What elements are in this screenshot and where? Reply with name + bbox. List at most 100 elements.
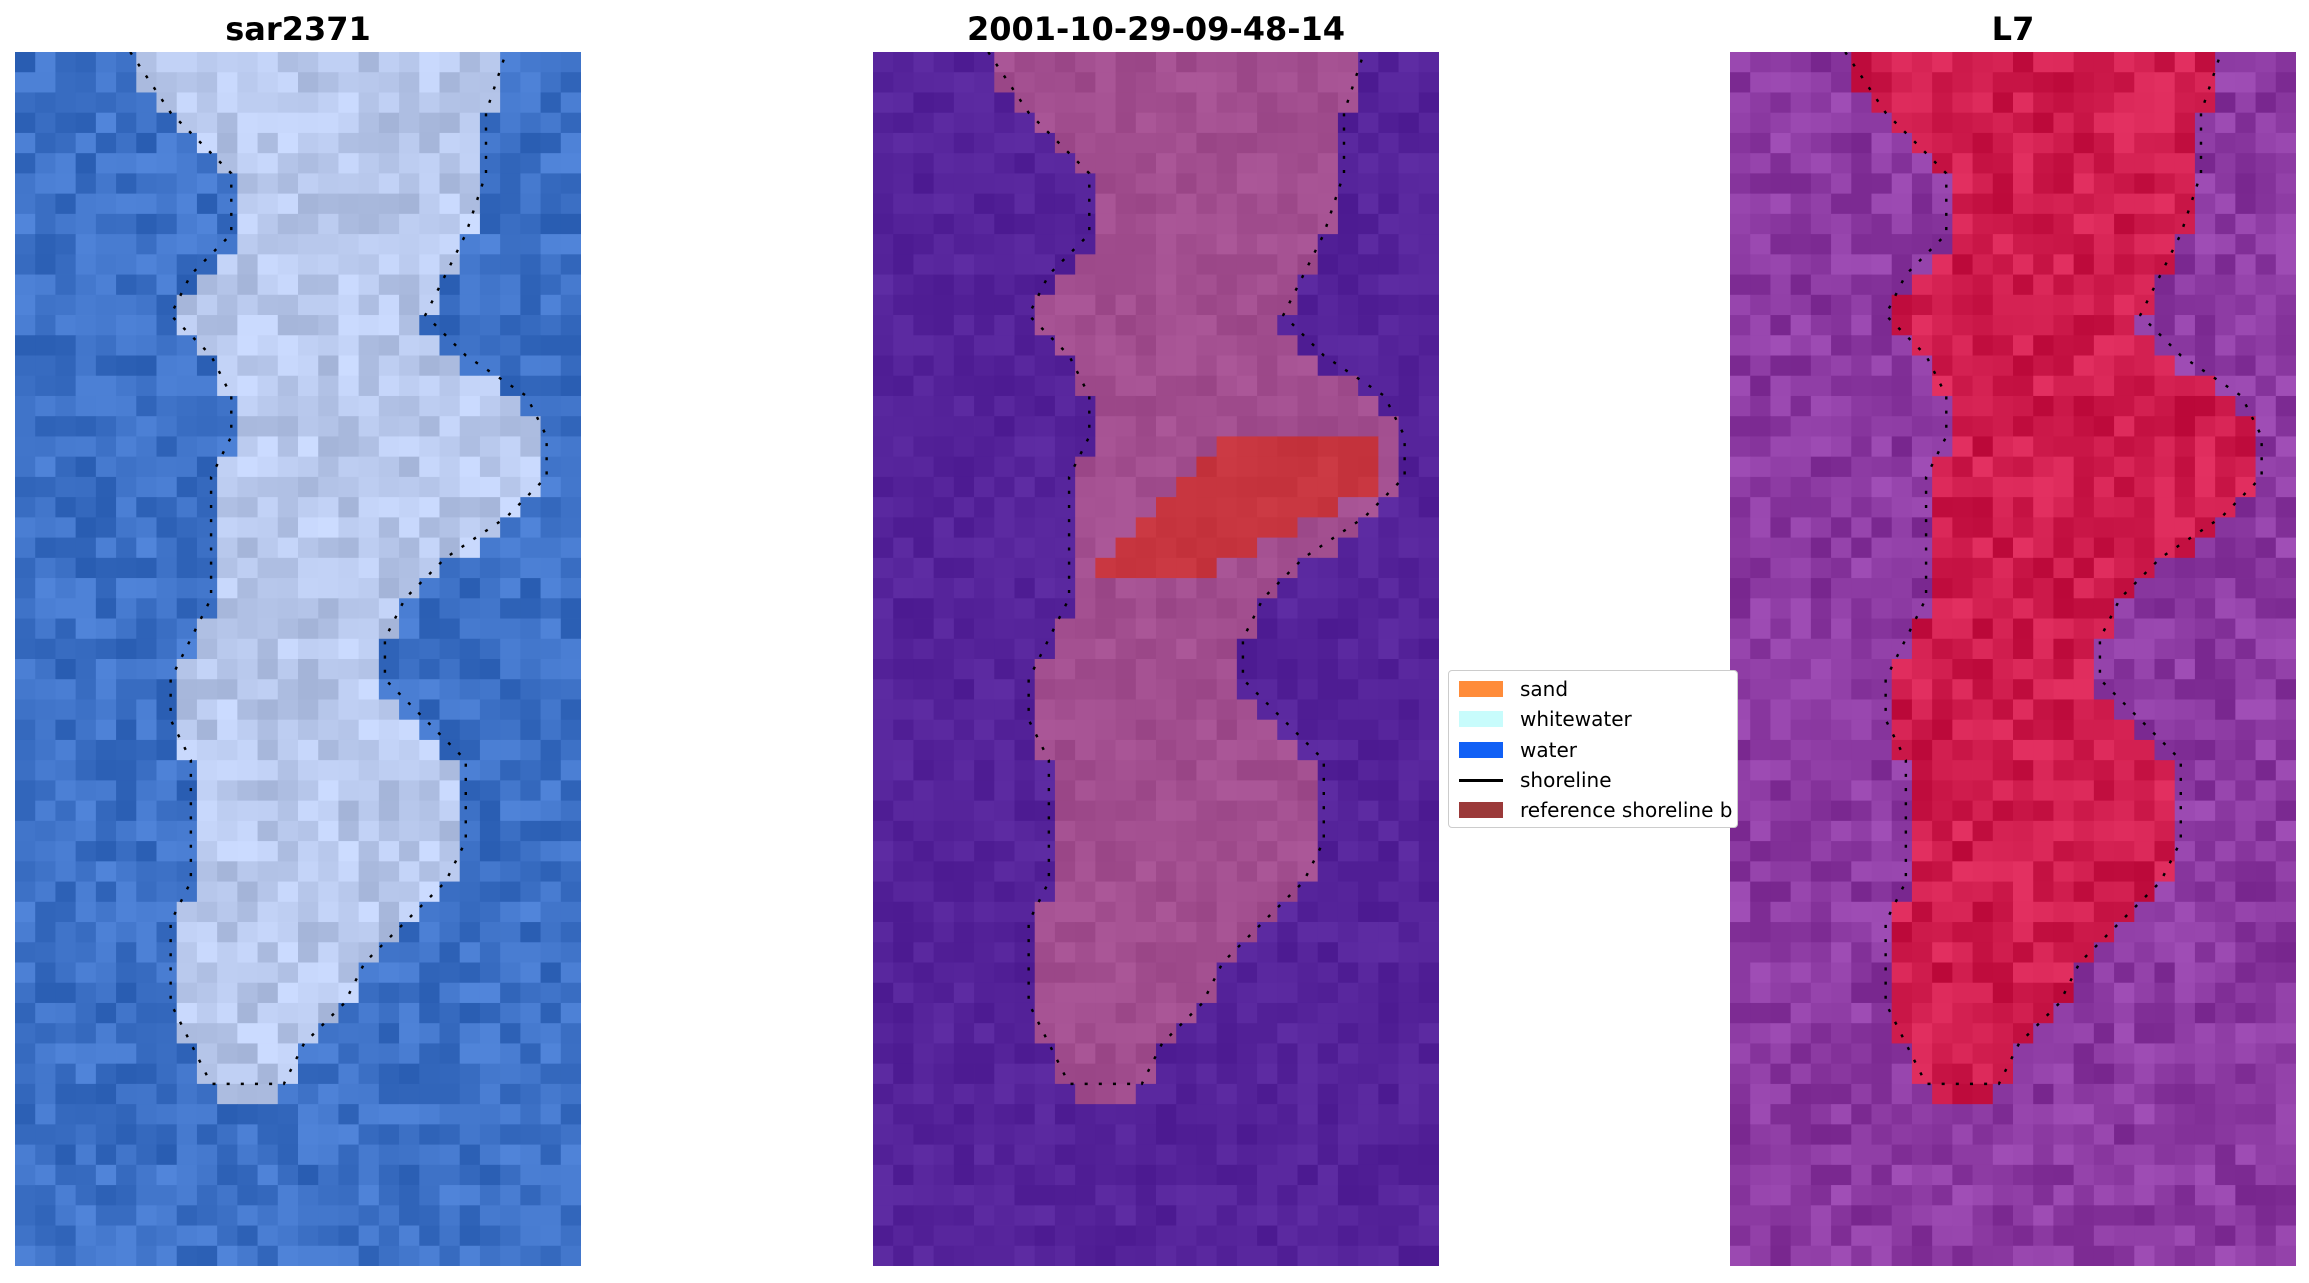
rgb-pixel (560, 1002, 581, 1024)
classified-pixel (1034, 1002, 1056, 1024)
classified-pixel (953, 193, 975, 215)
classified-pixel (1115, 638, 1137, 660)
ndwi-pixel (1952, 598, 1973, 619)
ndwi-pixel (1992, 1063, 2014, 1085)
rgb-pixel (338, 1104, 360, 1125)
classified-pixel (1054, 1225, 1076, 1247)
ndwi-pixel (2134, 132, 2155, 154)
ndwi-pixel (2275, 820, 2296, 842)
rgb-pixel (75, 1185, 97, 1206)
ndwi-pixel (1911, 1164, 1933, 1186)
rgb-pixel (479, 1164, 501, 1186)
rgb-pixel (217, 598, 238, 619)
classified-pixel (873, 557, 894, 579)
classified-pixel (994, 92, 1015, 114)
rgb-pixel (257, 1002, 279, 1024)
rgb-pixel (257, 335, 279, 356)
rgb-pixel (419, 881, 440, 903)
ndwi-pixel (2235, 456, 2256, 478)
classified-pixel (953, 638, 975, 660)
rgb-pixel (298, 92, 319, 114)
ndwi-pixel (1790, 820, 1812, 842)
classified-pixel (1135, 1205, 1157, 1226)
ndwi-pixel (1790, 395, 1812, 417)
classified-pixel (1216, 436, 1238, 458)
ndwi-pixel (1932, 1043, 1953, 1065)
classified-pixel (1095, 820, 1116, 842)
ndwi-pixel (2215, 173, 2236, 195)
ndwi-pixel (1851, 1124, 1872, 1146)
ndwi-pixel (2033, 335, 2054, 356)
rgb-pixel (318, 315, 339, 336)
classified-pixel (1358, 962, 1379, 984)
ndwi-pixel (1831, 375, 1852, 397)
ndwi-pixel (1952, 112, 1973, 134)
ndwi-pixel (1750, 1164, 1771, 1186)
ndwi-pixel (1972, 881, 1994, 903)
ndwi-pixel (2073, 112, 2095, 134)
classified-pixel (1135, 578, 1157, 599)
rgb-pixel (35, 497, 56, 518)
classified-pixel (1378, 800, 1399, 822)
rgb-pixel (196, 254, 218, 275)
classified-pixel (1075, 274, 1096, 296)
classified-pixel (1257, 456, 1278, 478)
rgb-pixel (378, 92, 400, 114)
rgb-pixel (399, 234, 420, 255)
rgb-pixel (540, 1225, 562, 1247)
classified-pixel (873, 234, 894, 255)
ndwi-pixel (2033, 112, 2054, 134)
ndwi-pixel (2093, 1164, 2115, 1186)
rgb-pixel (217, 578, 238, 599)
classified-pixel (974, 254, 995, 275)
classified-pixel (1398, 497, 1420, 518)
classified-pixel (1317, 1245, 1339, 1266)
classified-pixel (1297, 476, 1319, 498)
classified-pixel (1297, 294, 1319, 316)
classified-pixel (974, 699, 995, 721)
ndwi-pixel (2093, 820, 2115, 842)
rgb-pixel (540, 1124, 562, 1146)
ndwi-pixel (2215, 800, 2236, 822)
ndwi-pixel (1770, 922, 1792, 943)
classified-pixel (1358, 234, 1379, 255)
rgb-pixel (298, 52, 319, 73)
rgb-pixel (378, 1185, 400, 1206)
classified-pixel (1216, 1185, 1238, 1206)
classified-pixel (1257, 1023, 1278, 1044)
ndwi-pixel (2013, 719, 2034, 741)
ndwi-pixel (1810, 780, 1832, 802)
rgb-pixel (298, 193, 319, 215)
classified-pixel (994, 760, 1015, 781)
rgb-pixel (237, 234, 258, 255)
ndwi-pixel (1911, 1185, 1933, 1206)
classified-pixel (1297, 72, 1319, 93)
rgb-pixel (156, 1124, 178, 1146)
rgb-pixel (257, 537, 279, 559)
ndwi-pixel (2013, 739, 2034, 761)
ndwi-pixel (2194, 497, 2216, 518)
ndwi-pixel (1851, 557, 1872, 579)
classified-pixel (1358, 92, 1379, 114)
classified-pixel (1216, 1124, 1238, 1146)
rgb-pixel (479, 962, 501, 984)
classified-pixel (1378, 355, 1399, 377)
classified-pixel (1075, 739, 1096, 761)
ndwi-pixel (1871, 861, 1893, 882)
rgb-pixel (15, 193, 36, 215)
ndwi-pixel (2013, 780, 2034, 802)
classified-pixel (1257, 153, 1278, 174)
ndwi-pixel (1952, 618, 1973, 640)
rgb-pixel (338, 335, 360, 356)
ndwi-pixel (1831, 52, 1852, 73)
ndwi-pixel (2033, 578, 2054, 599)
classified-pixel (1398, 618, 1420, 640)
rgb-pixel (318, 638, 339, 660)
rgb-pixel (35, 476, 56, 498)
rgb-pixel (318, 962, 339, 984)
rgb-pixel (479, 537, 501, 559)
classified-pixel (1075, 1063, 1096, 1085)
ndwi-pixel (1831, 416, 1852, 437)
classified-pixel (1257, 598, 1278, 619)
ndwi-pixel (1851, 598, 1872, 619)
